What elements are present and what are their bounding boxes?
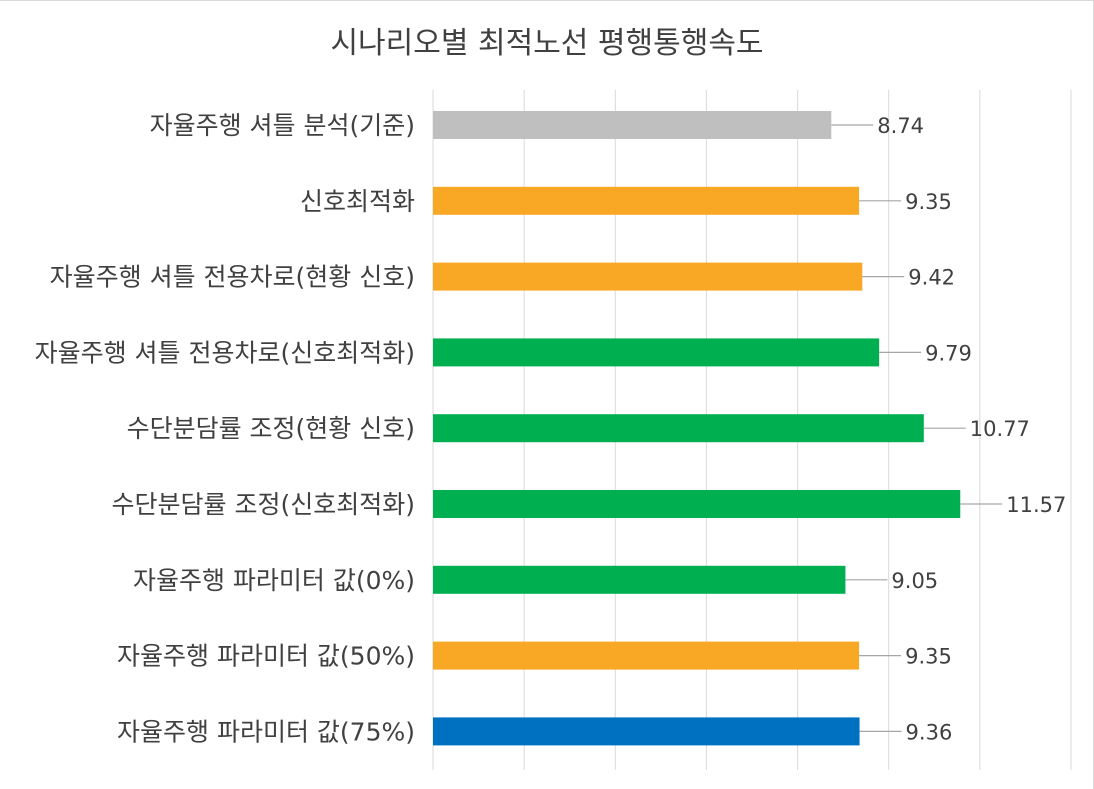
category-label: 자율주행 셔틀 분석(기준) bbox=[150, 111, 415, 140]
category-label: 신호최적화 bbox=[300, 187, 415, 216]
category-label: 자율주행 파라미터 값(50%) bbox=[117, 642, 415, 671]
value-label: 10.77 bbox=[970, 417, 1030, 441]
bar bbox=[433, 186, 860, 215]
bar bbox=[433, 565, 846, 594]
value-label: 9.35 bbox=[905, 645, 952, 669]
value-label: 9.79 bbox=[925, 341, 972, 365]
category-label: 자율주행 셔틀 전용차로(신호최적화) bbox=[35, 338, 415, 367]
bar bbox=[433, 641, 860, 670]
value-label: 9.35 bbox=[905, 190, 952, 214]
bar bbox=[433, 717, 860, 746]
chart-title: 시나리오별 최적노선 평행통행속도 bbox=[330, 26, 764, 61]
bar bbox=[433, 414, 924, 443]
value-label: 9.36 bbox=[906, 720, 953, 744]
frame-top-border bbox=[0, 0, 1094, 1]
bar bbox=[433, 262, 863, 291]
bar bbox=[433, 338, 880, 367]
value-label: 9.05 bbox=[891, 569, 938, 593]
bar bbox=[433, 111, 832, 139]
category-label: 자율주행 파라미터 값(75%) bbox=[117, 717, 415, 746]
value-label: 9.42 bbox=[908, 266, 955, 290]
value-label: 8.74 bbox=[877, 114, 924, 138]
category-label: 수단분담률 조정(신호최적화) bbox=[112, 490, 415, 519]
bar bbox=[433, 490, 961, 518]
category-label: 자율주행 셔틀 전용차로(현황 신호) bbox=[50, 263, 415, 292]
category-label: 자율주행 파라미터 값(0%) bbox=[133, 566, 415, 595]
category-label: 수단분담률 조정(현황 신호) bbox=[127, 414, 415, 443]
value-label: 11.57 bbox=[1006, 493, 1066, 517]
